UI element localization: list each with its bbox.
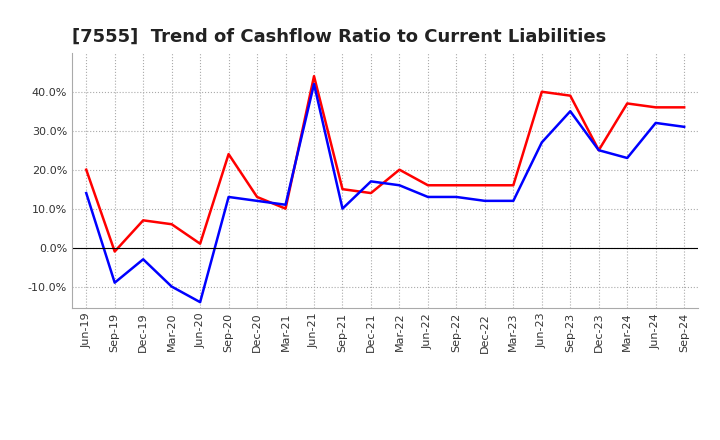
Operating CF to Current Liabilities — [395, 167, 404, 172]
Free CF to Current Liabilities — [566, 109, 575, 114]
Operating CF to Current Liabilities — [652, 105, 660, 110]
Operating CF to Current Liabilities — [509, 183, 518, 188]
Free CF to Current Liabilities — [338, 206, 347, 211]
Free CF to Current Liabilities — [537, 140, 546, 145]
Free CF to Current Liabilities — [452, 194, 461, 200]
Operating CF to Current Liabilities — [110, 249, 119, 254]
Free CF to Current Liabilities — [680, 124, 688, 129]
Free CF to Current Liabilities — [225, 194, 233, 200]
Operating CF to Current Liabilities — [82, 167, 91, 172]
Free CF to Current Liabilities — [139, 257, 148, 262]
Operating CF to Current Liabilities — [310, 73, 318, 79]
Line: Operating CF to Current Liabilities: Operating CF to Current Liabilities — [86, 76, 684, 252]
Text: [7555]  Trend of Cashflow Ratio to Current Liabilities: [7555] Trend of Cashflow Ratio to Curren… — [72, 28, 606, 46]
Line: Free CF to Current Liabilities: Free CF to Current Liabilities — [86, 84, 684, 302]
Operating CF to Current Liabilities — [167, 222, 176, 227]
Free CF to Current Liabilities — [253, 198, 261, 203]
Operating CF to Current Liabilities — [253, 194, 261, 200]
Operating CF to Current Liabilities — [282, 206, 290, 211]
Operating CF to Current Liabilities — [680, 105, 688, 110]
Free CF to Current Liabilities — [82, 191, 91, 196]
Operating CF to Current Liabilities — [480, 183, 489, 188]
Free CF to Current Liabilities — [623, 155, 631, 161]
Free CF to Current Liabilities — [652, 120, 660, 125]
Operating CF to Current Liabilities — [423, 183, 432, 188]
Free CF to Current Liabilities — [310, 81, 318, 87]
Free CF to Current Liabilities — [366, 179, 375, 184]
Operating CF to Current Liabilities — [623, 101, 631, 106]
Operating CF to Current Liabilities — [537, 89, 546, 95]
Free CF to Current Liabilities — [395, 183, 404, 188]
Free CF to Current Liabilities — [480, 198, 489, 203]
Free CF to Current Liabilities — [423, 194, 432, 200]
Operating CF to Current Liabilities — [366, 191, 375, 196]
Free CF to Current Liabilities — [595, 147, 603, 153]
Operating CF to Current Liabilities — [225, 151, 233, 157]
Operating CF to Current Liabilities — [595, 147, 603, 153]
Free CF to Current Liabilities — [167, 284, 176, 289]
Free CF to Current Liabilities — [282, 202, 290, 207]
Operating CF to Current Liabilities — [196, 241, 204, 246]
Operating CF to Current Liabilities — [139, 218, 148, 223]
Free CF to Current Liabilities — [110, 280, 119, 285]
Free CF to Current Liabilities — [196, 300, 204, 305]
Operating CF to Current Liabilities — [452, 183, 461, 188]
Operating CF to Current Liabilities — [338, 187, 347, 192]
Operating CF to Current Liabilities — [566, 93, 575, 98]
Free CF to Current Liabilities — [509, 198, 518, 203]
